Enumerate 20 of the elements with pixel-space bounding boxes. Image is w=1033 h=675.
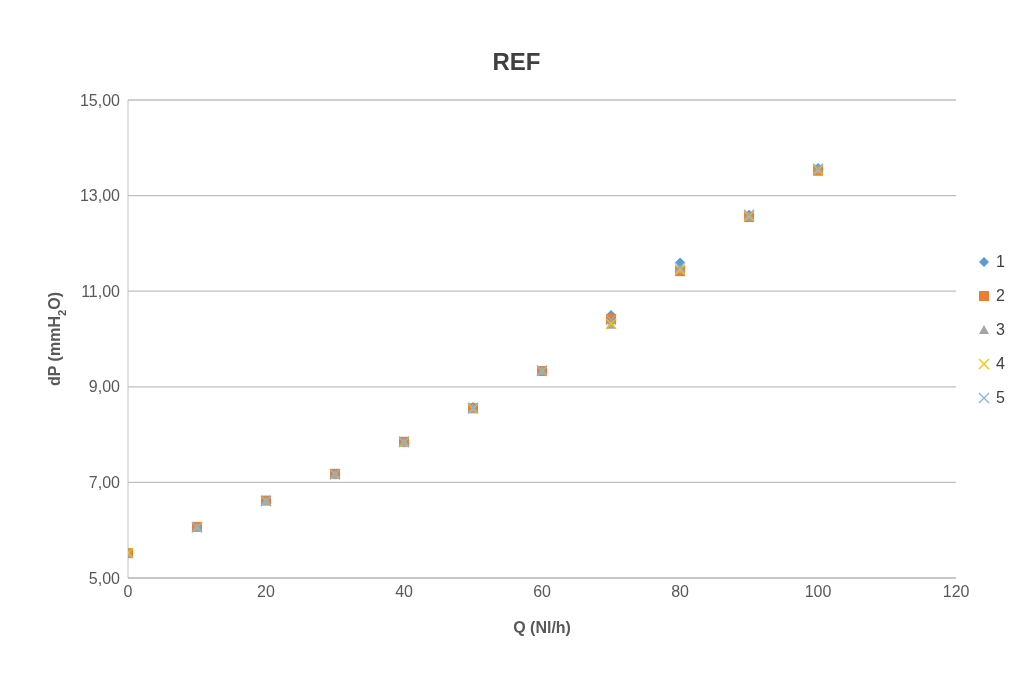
y-tick-label: 15,00 — [79, 91, 121, 109]
legend-label: 5 — [996, 389, 1005, 407]
x-tick-label: 0 — [123, 583, 133, 601]
y-tick-label: 11,00 — [81, 282, 121, 300]
legend-label: 4 — [996, 355, 1005, 373]
y-tick-label: 9,00 — [88, 378, 121, 396]
x-tick-label: 40 — [395, 583, 414, 601]
legend-label: 1 — [996, 253, 1005, 271]
legend-label: 3 — [996, 321, 1005, 339]
y-tick-label: 7,00 — [88, 474, 121, 492]
chart-title: REF — [491, 48, 542, 76]
y-tick-label: 13,00 — [79, 187, 121, 205]
legend-label: 2 — [996, 287, 1005, 305]
x-tick-label: 60 — [533, 583, 552, 601]
x-tick-label: 120 — [942, 583, 970, 601]
x-tick-label: 80 — [671, 583, 690, 601]
x-axis-title: Q (Nl/h) — [513, 619, 571, 636]
y-tick-label: 5,00 — [88, 569, 121, 587]
x-tick-label: 20 — [257, 583, 276, 601]
x-tick-label: 100 — [804, 583, 832, 601]
